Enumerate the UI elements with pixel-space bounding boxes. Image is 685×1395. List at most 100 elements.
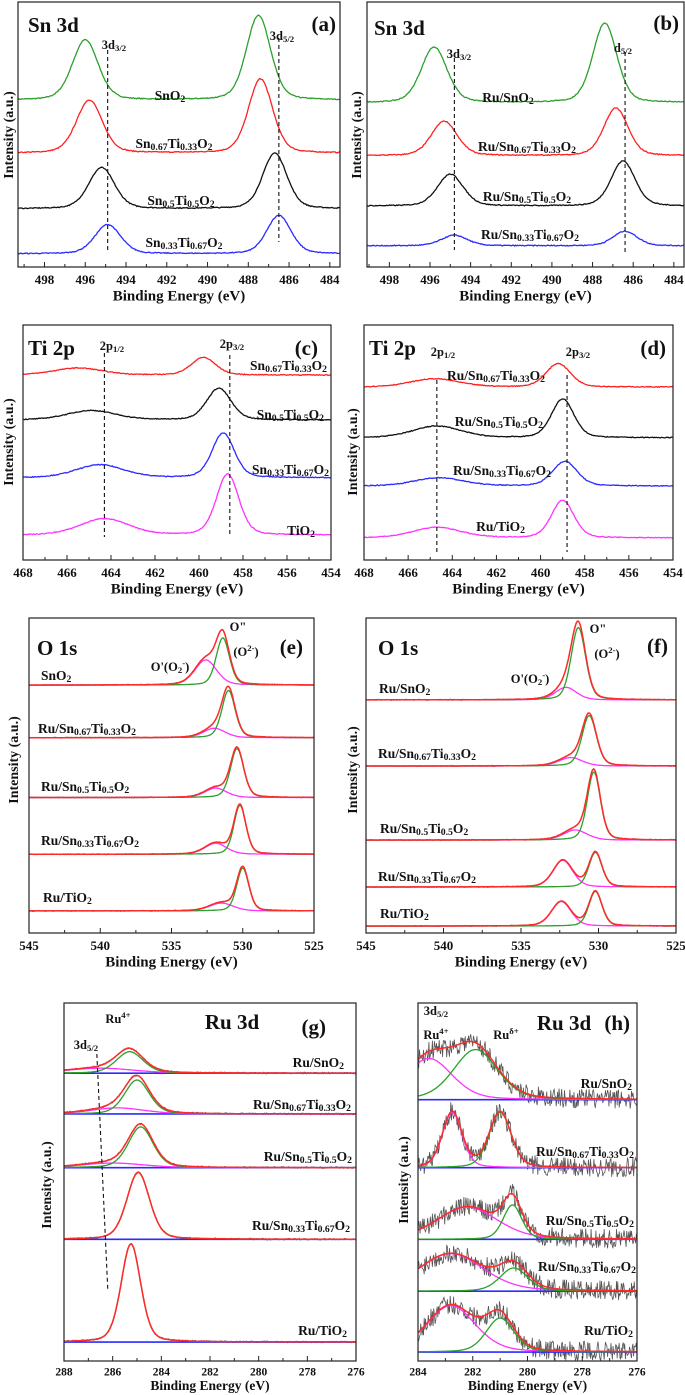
y-axis-label: Intensity (a.u.) <box>7 716 22 804</box>
x-tick-label: 284 <box>153 1367 171 1379</box>
peak-annotation: O'(O2-) <box>511 670 550 687</box>
peak-annotation: d5/2 <box>614 41 632 56</box>
x-tick-label: 464 <box>101 565 121 580</box>
peak-annotation-part: ) <box>255 645 259 659</box>
peak-annotation: 3d5/2 <box>270 29 294 44</box>
raw-data-line <box>418 1184 637 1249</box>
envelope-fit-line <box>366 620 676 701</box>
series-5 <box>418 1295 637 1361</box>
envelope-fit-line <box>29 746 314 799</box>
peak-annotation: 2p1/2 <box>431 345 455 360</box>
x-tick-label: 454 <box>321 565 341 580</box>
series-3 <box>367 160 684 207</box>
x-tick-label: 458 <box>575 565 595 580</box>
envelope-fit-line <box>366 767 676 841</box>
spectrum-line <box>367 160 684 207</box>
raw-data-line <box>418 1034 637 1109</box>
peak-annotation-part: Ru <box>423 1028 439 1042</box>
series-label: Ru/Sn0.67Ti0.33O2 <box>378 746 476 763</box>
series-4 <box>23 472 331 536</box>
peak-annotation-part: ) <box>616 647 620 661</box>
series-label: Sn0.5Ti0.5O2 <box>147 193 214 210</box>
y-axis-label: Intensity (a.u.) <box>350 91 365 179</box>
series-label: SnO2 <box>155 88 186 105</box>
peak-annotation-part: 5/2 <box>621 46 632 56</box>
series-label: Ru/Sn0.33Ti0.67O2 <box>252 1218 350 1235</box>
x-tick-label: 460 <box>189 565 209 580</box>
x-tick-label: 525 <box>666 938 685 953</box>
peak-annotation: O'(O2-) <box>151 658 190 675</box>
plot-frame <box>417 1002 638 1362</box>
x-tick-label: 484 <box>320 272 340 287</box>
panel-letter: (h) <box>604 1011 630 1035</box>
series-label: SnO2 <box>41 668 72 685</box>
peak-annotation-part: Ru <box>105 1012 121 1026</box>
y-axis-label: Intensity (a.u.) <box>397 1136 412 1224</box>
series-label: Ru/TiO2 <box>476 519 525 536</box>
peak-annotation: O" <box>230 620 247 634</box>
envelope-fit-line <box>29 803 314 855</box>
panel-letter: (d) <box>640 336 666 360</box>
panel-a: 498 496 494 492 490 488 486 484 Binding Energy (… <box>2 1 341 304</box>
x-tick-label: 535 <box>162 938 182 953</box>
panel-f: 545 540 535 530 525 Binding Energy (eV) Intens… <box>346 617 685 970</box>
envelope-fit-line <box>418 1303 637 1353</box>
series-2 <box>366 712 676 768</box>
peak-annotation-part: O'(O <box>511 672 538 686</box>
envelope-fit-line <box>29 865 314 912</box>
peak-annotation-part: O" <box>230 620 247 634</box>
series-4 <box>29 803 314 856</box>
series-5 <box>29 865 314 913</box>
envelope-fit-line <box>64 1243 356 1343</box>
x-tick-label: 540 <box>91 938 111 953</box>
spectrum-line <box>18 214 340 255</box>
x-axis-label: Binding Energy (eV) <box>111 581 244 597</box>
panel-e: 545 540 535 530 525 Binding Energy (eV) Intens… <box>7 617 324 970</box>
x-tick-label: 494 <box>116 272 136 287</box>
x-tick-label: 545 <box>356 938 376 953</box>
envelope-fit-line <box>29 628 314 686</box>
series-4 <box>367 230 684 247</box>
panel-title: Sn 3d <box>374 16 425 40</box>
series-5 <box>64 1242 356 1344</box>
peak-annotation-part: 2 <box>538 677 542 687</box>
series-label: Sn0.67Ti0.33O2 <box>136 136 213 153</box>
x-tick-label: 530 <box>233 938 253 953</box>
x-tick-label: 494 <box>461 272 481 287</box>
peak-annotation-part: δ+ <box>509 1026 519 1036</box>
peak-annotation-part: 3d <box>270 29 283 43</box>
x-tick-label: 276 <box>347 1367 365 1379</box>
peak-annotation-part: 2p <box>566 345 579 359</box>
series-label: Ru/Sn0.33Ti0.67O2 <box>41 833 139 850</box>
x-tick-label: 486 <box>279 272 299 287</box>
y-axis-label: Intensity (a.u.) <box>346 408 361 496</box>
series-label: Ru/TiO2 <box>584 1323 633 1340</box>
spectrum-line <box>23 432 331 479</box>
y-axis-label: Intensity (a.u.) <box>2 91 17 179</box>
peak-annotation-part: 3/2 <box>460 52 471 62</box>
x-tick-label: 464 <box>443 565 463 580</box>
peak-annotation-part: 2- <box>608 645 615 655</box>
x-tick-label: 286 <box>104 1367 122 1379</box>
peak-annotation-part: Ru <box>493 1028 509 1042</box>
series-label: Ru/SnO2 <box>482 90 534 107</box>
panel-title: Ti 2p <box>369 336 416 360</box>
envelope-fit-line <box>418 1252 637 1292</box>
x-tick-label: 282 <box>464 1367 482 1379</box>
series-1 <box>366 620 676 701</box>
spectrum-line <box>367 22 684 104</box>
x-tick-label: 284 <box>409 1367 427 1379</box>
x-tick-label: 530 <box>589 938 609 953</box>
envelope-fit-line <box>64 1123 356 1169</box>
series-label: Ru/Sn0.67Ti0.33O2 <box>478 139 576 156</box>
peak-annotation-part: 2 <box>178 665 182 675</box>
x-tick-label: 454 <box>663 565 683 580</box>
x-tick-label: 278 <box>574 1367 592 1379</box>
x-axis-label: Binding Energy (eV) <box>150 1378 269 1393</box>
x-axis-label: Binding Energy (eV) <box>113 288 246 304</box>
x-tick-label: 466 <box>398 565 418 580</box>
x-tick-label: 282 <box>201 1367 219 1379</box>
peak-annotation: O" <box>590 622 607 636</box>
x-tick-label: 278 <box>299 1367 317 1379</box>
